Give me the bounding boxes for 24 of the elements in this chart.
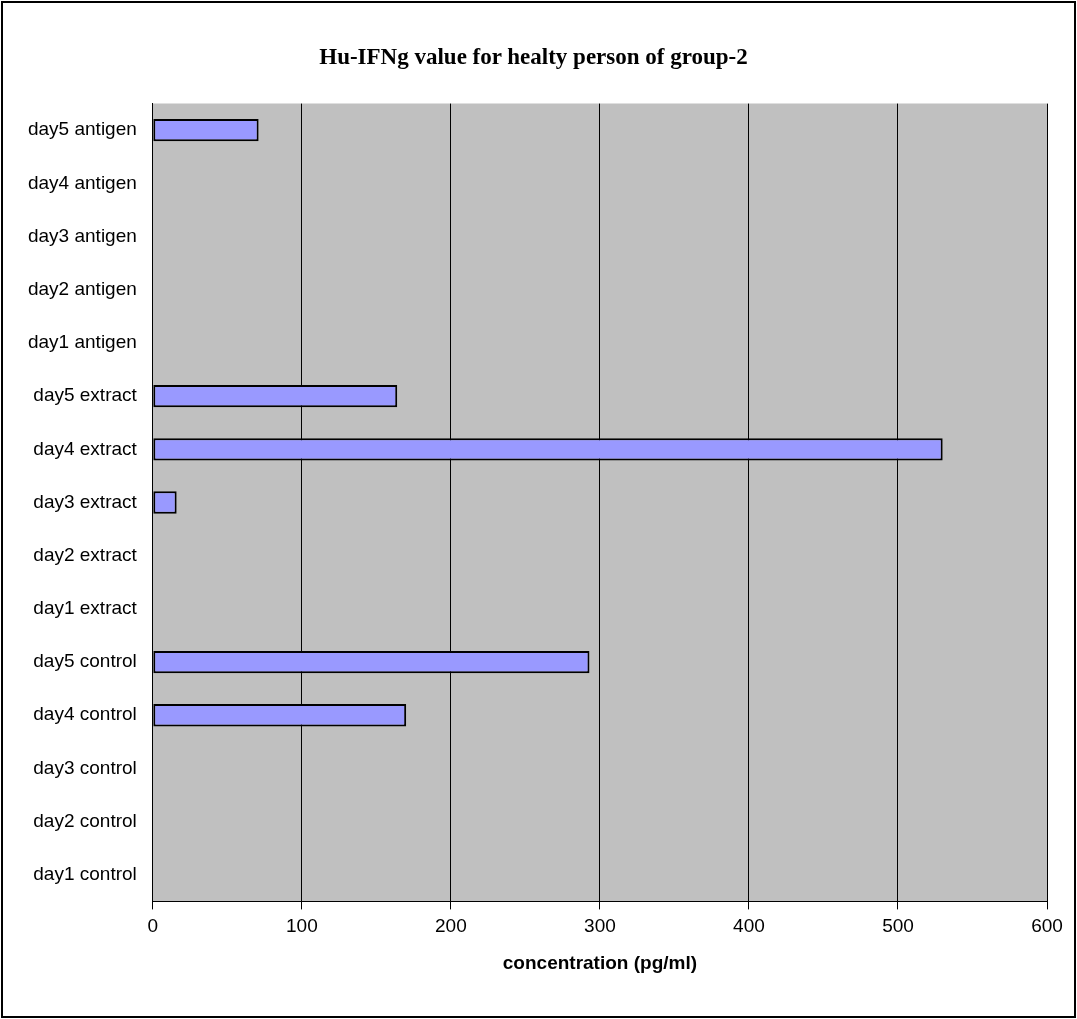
y-tick-label: day5 antigen (27, 118, 137, 140)
y-tick-label: day2 extract (33, 543, 138, 565)
y-tick-label: day1 antigen (27, 331, 137, 353)
y-tick-label: day3 control (33, 756, 137, 778)
y-tick-label: day5 control (33, 650, 137, 672)
x-tick-label: 0 (147, 915, 159, 937)
y-tick-label: day4 antigen (27, 171, 137, 193)
x-tick-label: 600 (1031, 915, 1063, 937)
y-tick-label: day1 control (33, 863, 137, 885)
x-axis-title: concentration (pg/ml) (502, 951, 698, 973)
chart-title: Hu-IFNg value for healty person of group-2 (319, 43, 748, 69)
x-tick-label: 500 (882, 915, 914, 937)
x-tick-label: 100 (285, 915, 318, 937)
y-tick-label: day5 extract (33, 384, 138, 406)
y-tick-label: day1 extract (33, 597, 138, 619)
y-tick-label: day2 control (33, 809, 137, 831)
y-tick-label: day4 extract (33, 437, 138, 459)
x-tick-label: 200 (435, 915, 467, 937)
y-tick-label: day3 extract (33, 490, 138, 512)
x-tick-label: 300 (584, 915, 616, 937)
x-tick-label: 400 (733, 915, 765, 937)
y-tick-label: day2 antigen (27, 277, 137, 299)
y-tick-label: day4 control (33, 703, 137, 725)
y-tick-label: day3 antigen (27, 224, 137, 246)
